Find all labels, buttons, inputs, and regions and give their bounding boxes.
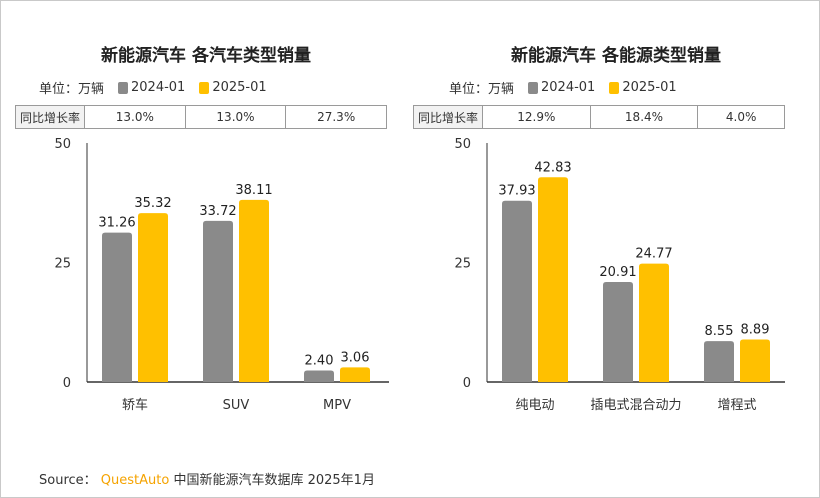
data-label: 2.40 [305, 354, 334, 369]
source-note: Source： QuestAuto 中国新能源汽车数据库 2025年1月 [39, 469, 375, 488]
y-tick-label: 25 [454, 257, 471, 272]
legend-swatch-2025 [199, 81, 210, 94]
x-category-label: MPV [323, 398, 351, 413]
source-text: 中国新能源汽车数据库 2025年1月 [173, 473, 375, 488]
yoy-growth-cell: 12.9% [482, 105, 591, 129]
legend-label-2025: 2025-01 [212, 80, 267, 95]
bar-2025-01 [740, 339, 770, 382]
chart-panel-energy-type: 新能源汽车 各能源类型销量 单位：万辆 2024-01 2025-01 同比增长… [411, 1, 820, 421]
yoy-growth-table: 同比增长率 12.9% 18.4% 4.0% [413, 105, 785, 129]
chart-panel-vehicle-type: 新能源汽车 各汽车类型销量 单位：万辆 2024-01 2025-01 同比增长… [1, 1, 411, 421]
source-brand: QuestAuto [100, 473, 170, 488]
data-label: 20.91 [599, 265, 636, 280]
bar-2025-01 [340, 367, 370, 382]
legend-label-2025: 2025-01 [622, 80, 677, 95]
yoy-growth-cell: 18.4% [589, 105, 699, 129]
bar-chart-energy-type: 0 25 50 37.93 42.83 纯电动 20.91 24.77 插电式混合动力 8.55 8… [454, 137, 785, 413]
legend-swatch-2024 [118, 81, 129, 94]
source-prefix: Source： [39, 473, 97, 488]
legend-item-2025: 2025-01 [199, 80, 267, 95]
yoy-growth-cell: 13.0% [184, 105, 287, 129]
chart-title: 新能源汽车 各汽车类型销量 [101, 46, 311, 66]
x-category-label: 插电式混合动力 [590, 398, 681, 413]
yoy-growth-cell: 4.0% [697, 105, 785, 129]
chart-title: 新能源汽车 各能源类型销量 [511, 46, 721, 66]
data-label: 42.83 [534, 160, 571, 175]
unit-label: 单位：万辆 [39, 82, 105, 97]
bar-2024-01 [304, 370, 334, 382]
bar-2025-01 [138, 213, 168, 382]
bar-2024-01 [704, 341, 734, 382]
legend-label-2024: 2024-01 [541, 80, 596, 95]
x-category-label: 纯电动 [515, 398, 554, 413]
legend-item-2024: 2024-01 [118, 80, 185, 95]
data-label: 3.06 [341, 350, 370, 365]
unit-legend-row: 单位：万辆 2024-01 2025-01 [449, 78, 677, 97]
bar-2024-01 [102, 232, 132, 382]
yoy-growth-table: 同比增长率 13.0% 13.0% 27.3% [15, 105, 387, 129]
data-label: 8.55 [705, 324, 734, 339]
y-tick-label: 25 [54, 257, 71, 272]
y-tick-label: 50 [454, 137, 471, 152]
data-label: 24.77 [635, 247, 672, 262]
y-tick-label: 50 [54, 137, 71, 152]
x-category-label: 增程式 [717, 398, 756, 413]
bar-2025-01 [239, 199, 269, 382]
yoy-growth-cell: 13.0% [84, 105, 186, 129]
legend-item-2024: 2024-01 [528, 80, 595, 95]
x-category-label: 轿车 [122, 397, 148, 413]
legend-label-2024: 2024-01 [131, 80, 186, 95]
data-label: 33.72 [199, 204, 236, 219]
bar-2025-01 [639, 263, 669, 382]
unit-label: 单位：万辆 [449, 82, 515, 97]
x-category-label: SUV [223, 398, 250, 413]
bar-chart-vehicle-type: 0 25 50 31.26 35.32 轿车 33.72 38.11 SUV 2.40 3.06 MP… [54, 137, 389, 413]
bar-2025-01 [538, 177, 568, 382]
legend-item-2025: 2025-01 [609, 80, 677, 95]
data-label: 35.32 [134, 196, 171, 211]
data-label: 8.89 [741, 323, 770, 338]
legend-swatch-2025 [609, 81, 620, 94]
yoy-growth-label: 同比增长率 [413, 105, 483, 129]
bar-2024-01 [502, 200, 532, 382]
bar-2024-01 [203, 220, 233, 382]
yoy-growth-cell: 27.3% [285, 105, 387, 129]
data-label: 31.26 [98, 216, 135, 231]
legend-swatch-2024 [528, 81, 539, 94]
bar-2024-01 [603, 282, 633, 382]
y-tick-label: 0 [463, 376, 471, 391]
data-label: 38.11 [235, 183, 272, 198]
data-label: 37.93 [498, 184, 535, 199]
y-tick-label: 0 [63, 376, 71, 391]
unit-legend-row: 单位：万辆 2024-01 2025-01 [39, 78, 267, 97]
yoy-growth-label: 同比增长率 [15, 105, 85, 129]
